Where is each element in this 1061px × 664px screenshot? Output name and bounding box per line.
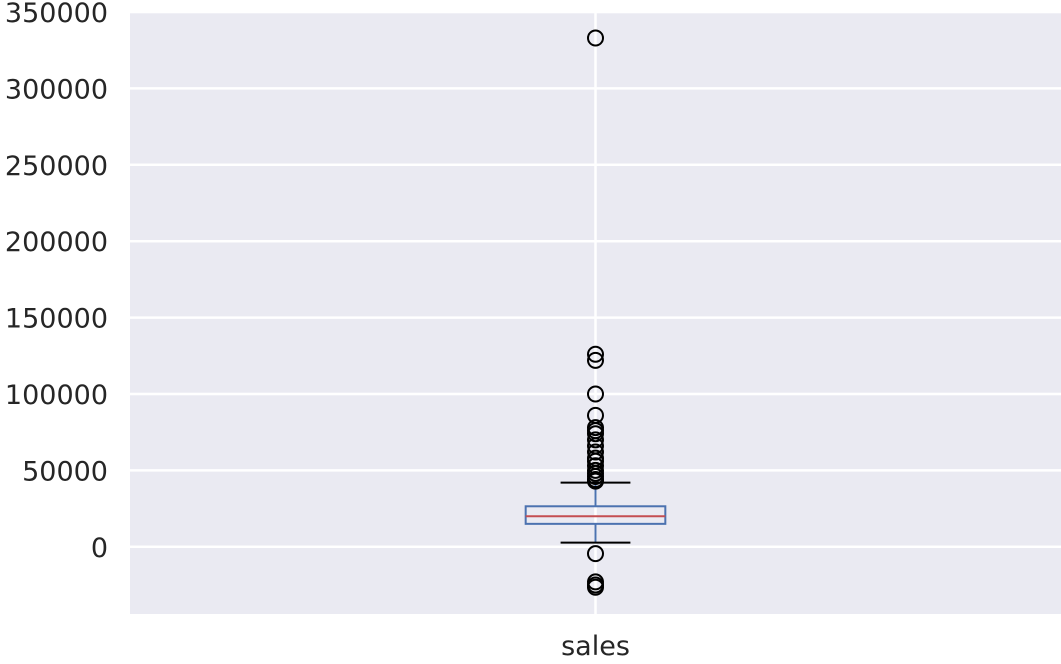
x-tick-label: sales xyxy=(561,631,630,662)
outlier-point xyxy=(587,472,604,490)
outlier-point xyxy=(587,578,604,596)
y-axis-tick-labels: 0 50000 100000 150000 200000 250000 300000 3500… xyxy=(5,0,108,564)
outlier-point xyxy=(587,443,604,461)
y-tick-label: 350000 xyxy=(5,0,108,29)
y-tick-label: 0 xyxy=(91,533,108,564)
outlier-point xyxy=(587,425,604,443)
outlier-point xyxy=(587,29,604,47)
outlier-point xyxy=(587,545,604,563)
outlier-point xyxy=(587,385,604,403)
y-tick-label: 200000 xyxy=(5,227,108,258)
y-tick-label: 300000 xyxy=(5,74,108,105)
interquartile-box xyxy=(524,505,667,525)
outlier-point xyxy=(587,431,604,449)
y-tick-label: 250000 xyxy=(5,151,108,182)
box-plot-elements xyxy=(524,29,667,596)
y-tick-label: 100000 xyxy=(5,380,108,411)
grid-lines xyxy=(130,10,1061,614)
x-axis-tick-labels: sales xyxy=(561,631,630,662)
y-tick-label: 150000 xyxy=(5,304,108,335)
outlier-point xyxy=(587,345,604,363)
outlier-point xyxy=(587,351,604,369)
y-tick-label: 50000 xyxy=(22,456,108,487)
